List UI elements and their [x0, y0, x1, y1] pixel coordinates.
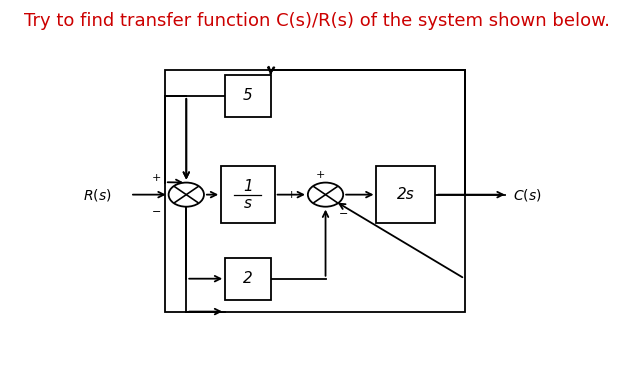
Text: +: +: [152, 173, 161, 183]
Text: −: −: [152, 207, 161, 217]
Text: $C(s)$: $C(s)$: [513, 187, 542, 203]
Text: 2s: 2s: [397, 187, 415, 202]
Text: +: +: [316, 170, 325, 180]
Text: 2: 2: [243, 271, 253, 286]
Text: Try to find transfer function C(s)/R(s) of the system shown below.: Try to find transfer function C(s)/R(s) …: [25, 12, 610, 30]
Text: +: +: [287, 190, 297, 200]
Circle shape: [308, 183, 343, 207]
Text: $R(s)$: $R(s)$: [83, 187, 111, 203]
Circle shape: [169, 183, 204, 207]
Text: s: s: [244, 196, 252, 211]
Text: −: −: [338, 209, 348, 219]
Text: 1: 1: [243, 179, 253, 194]
Bar: [165, 70, 465, 312]
Bar: [225, 258, 271, 300]
Bar: [377, 166, 436, 223]
Bar: [221, 166, 275, 223]
Text: 5: 5: [243, 88, 253, 104]
Bar: [225, 75, 271, 117]
